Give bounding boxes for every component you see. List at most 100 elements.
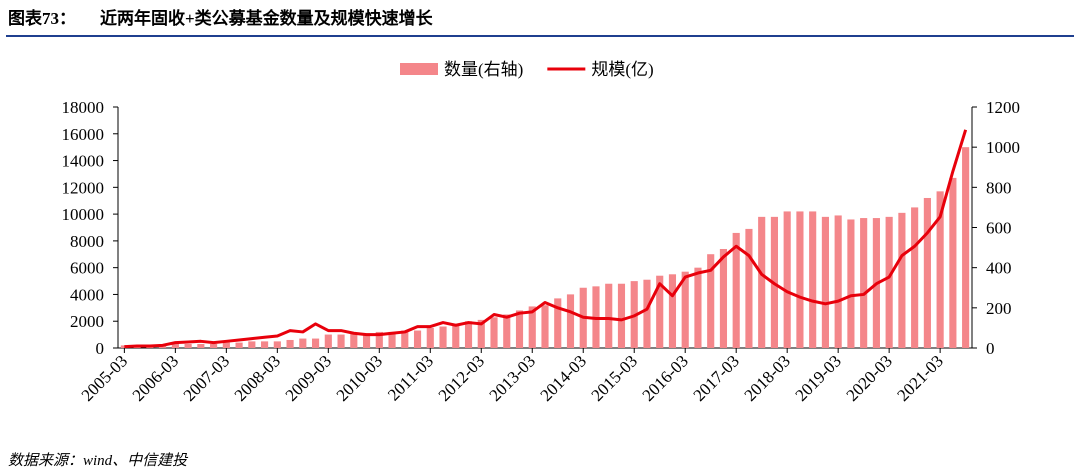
- bar: [184, 343, 192, 348]
- bar: [388, 331, 396, 348]
- y-tick-label: 8000: [70, 232, 104, 251]
- bar: [350, 333, 358, 348]
- x-tick-label: 2019-03: [791, 351, 845, 405]
- bar: [656, 275, 664, 348]
- x-tick-label: 2006-03: [129, 351, 183, 405]
- bar: [477, 319, 485, 348]
- line: [124, 129, 968, 349]
- legend-swatch: [400, 63, 438, 75]
- bar: [847, 219, 855, 348]
- x-tick-label: 2009-03: [282, 351, 336, 405]
- bar: [362, 333, 371, 348]
- bar: [248, 341, 256, 348]
- bar: [783, 211, 791, 348]
- y2-tick-label: 800: [986, 178, 1012, 197]
- bar: [375, 331, 383, 348]
- y-tick-label: 2000: [70, 312, 104, 331]
- bar: [541, 305, 549, 348]
- y2-tick-label: 200: [986, 299, 1012, 318]
- header-title: 近两年固收+类公募基金数量及规模快速增长: [100, 8, 434, 28]
- bar: [796, 211, 804, 348]
- bar: [821, 216, 829, 348]
- bar: [694, 267, 702, 348]
- bar: [401, 330, 409, 348]
- bar: [668, 274, 677, 348]
- bar: [758, 216, 766, 348]
- header-label: 图表73：: [8, 8, 76, 28]
- y-tick-label: 0: [96, 339, 105, 358]
- y-tick-label: 18000: [62, 98, 105, 117]
- y-tick-label: 6000: [70, 259, 104, 278]
- bar: [566, 294, 575, 348]
- bar: [235, 342, 243, 348]
- bar: [923, 197, 931, 348]
- bar: [617, 283, 626, 348]
- bar: [503, 314, 511, 348]
- y-tick-label: 12000: [62, 178, 105, 197]
- bar: [911, 207, 919, 348]
- bar: [464, 321, 473, 348]
- y-tick-label: 4000: [70, 285, 104, 304]
- bar: [719, 248, 728, 348]
- bar: [171, 343, 179, 348]
- bar: [426, 327, 434, 348]
- x-tick-label: 2010-03: [333, 351, 387, 405]
- bar: [452, 323, 460, 348]
- y-tick-label: 14000: [62, 152, 105, 171]
- y2-tick-label: 0: [986, 339, 995, 358]
- bar: [707, 254, 715, 348]
- bar: [528, 306, 536, 348]
- y2-tick-label: 1200: [986, 98, 1020, 117]
- bar: [299, 338, 307, 348]
- bar: [439, 326, 447, 348]
- bar: [745, 228, 753, 348]
- bar: [962, 147, 970, 348]
- x-tick-label: 2013-03: [486, 351, 540, 405]
- bar: [222, 342, 230, 348]
- x-tick-label: 2015-03: [588, 351, 642, 405]
- bar: [286, 339, 294, 348]
- source: 数据来源：wind、中信建投: [8, 452, 189, 469]
- legend: 数量(右轴) 规模(亿): [400, 60, 654, 79]
- bar: [311, 338, 320, 348]
- x-tick-label: 2008-03: [231, 351, 285, 405]
- y-tick-label: 10000: [62, 205, 105, 224]
- legend-label: 数量(右轴): [444, 60, 523, 79]
- bar: [809, 211, 817, 348]
- bar: [949, 177, 957, 348]
- y2-tick-label: 400: [986, 259, 1012, 278]
- bar: [273, 341, 281, 348]
- bar: [197, 343, 205, 348]
- bar: [324, 334, 332, 348]
- x-tick-label: 2012-03: [435, 351, 489, 405]
- y-tick-label: 16000: [62, 125, 105, 144]
- bar: [681, 271, 689, 348]
- bar: [936, 191, 944, 348]
- x-tick-label: 2018-03: [740, 351, 794, 405]
- bar: [261, 341, 269, 348]
- x-tick-label: 2020-03: [842, 351, 896, 405]
- bar: [732, 232, 740, 348]
- x-tick-label: 2005-03: [78, 351, 132, 405]
- bar: [605, 283, 613, 348]
- bar: [898, 212, 906, 348]
- x-tick-label: 2007-03: [180, 351, 234, 405]
- y2-tick-label: 1000: [986, 138, 1020, 157]
- x-tick-label: 2021-03: [893, 351, 947, 405]
- bar: [337, 334, 345, 348]
- x-tick-label: 2016-03: [639, 351, 693, 405]
- bar: [834, 215, 842, 348]
- x-tick-label: 2014-03: [537, 351, 591, 405]
- bar: [515, 310, 524, 348]
- bar: [885, 216, 893, 348]
- bar: [413, 330, 422, 348]
- bar: [210, 343, 218, 348]
- bar: [554, 298, 562, 348]
- x-tick-label: 2017-03: [690, 351, 744, 405]
- y2-tick-label: 600: [986, 219, 1012, 238]
- bar: [490, 317, 498, 348]
- legend-label: 规模(亿): [591, 60, 653, 79]
- bar: [860, 218, 868, 348]
- x-tick-label: 2011-03: [384, 351, 437, 404]
